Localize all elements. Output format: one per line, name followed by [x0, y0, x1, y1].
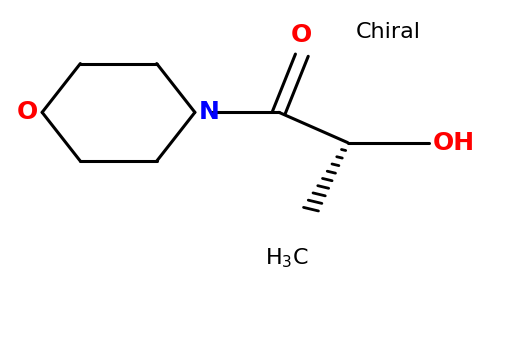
Text: H$_3$C: H$_3$C — [265, 247, 308, 271]
Text: Chiral: Chiral — [356, 22, 421, 42]
Text: O: O — [291, 23, 312, 47]
Text: OH: OH — [433, 131, 475, 155]
Text: O: O — [17, 100, 38, 124]
Text: N: N — [199, 100, 220, 124]
